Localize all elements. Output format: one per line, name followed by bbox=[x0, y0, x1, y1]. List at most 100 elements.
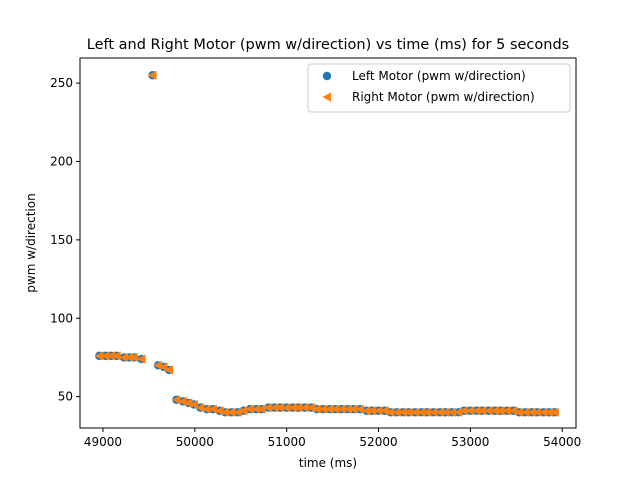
right-motor-point bbox=[300, 403, 309, 413]
x-tick-label: 53000 bbox=[451, 435, 489, 449]
right-motor-point bbox=[94, 351, 104, 361]
right-motor-point bbox=[178, 396, 187, 406]
right-motor-point bbox=[527, 407, 536, 417]
right-motor-point bbox=[465, 406, 475, 416]
x-tick-label: 50000 bbox=[176, 435, 214, 449]
right-motor-point bbox=[385, 407, 395, 417]
right-motor-point bbox=[275, 403, 285, 413]
right-motor-point bbox=[404, 407, 413, 417]
right-motor-point bbox=[417, 407, 426, 417]
right-motor-point bbox=[171, 395, 181, 405]
data-points bbox=[94, 70, 560, 417]
right-motor-point bbox=[220, 407, 230, 417]
legend-marker bbox=[322, 71, 332, 81]
x-axis-ticks: 49000 50000 51000 52000 53000 54000 bbox=[84, 428, 581, 449]
right-motor-point bbox=[367, 406, 376, 416]
right-motor-point bbox=[294, 403, 303, 413]
right-motor-point bbox=[306, 403, 316, 413]
right-motor-point bbox=[539, 407, 548, 417]
plot-area-frame bbox=[79, 57, 577, 429]
right-motor-point bbox=[532, 407, 542, 417]
right-motor-point bbox=[312, 404, 321, 414]
right-motor-point bbox=[410, 407, 420, 417]
y-tick-label: 250 bbox=[50, 76, 73, 90]
legend-entry-label: Right Motor (pwm w/direction) bbox=[352, 90, 535, 104]
right-motor-point bbox=[355, 404, 365, 414]
legend-entry-label: Left Motor (pwm w/direction) bbox=[352, 69, 526, 83]
right-motor-point bbox=[158, 362, 168, 372]
right-motor-point bbox=[514, 407, 523, 417]
right-motor-point bbox=[520, 407, 530, 417]
legend: Left Motor (pwm w/direction) Right Motor … bbox=[307, 63, 571, 113]
y-tick-label: 150 bbox=[50, 233, 73, 247]
right-motor-point bbox=[325, 404, 334, 414]
right-motor-point bbox=[183, 398, 193, 408]
right-motor-point bbox=[318, 404, 328, 414]
series-right-motor bbox=[94, 70, 559, 417]
right-motor-point bbox=[208, 404, 218, 414]
right-motor-point bbox=[112, 351, 121, 361]
x-tick-label: 51000 bbox=[268, 435, 306, 449]
right-motor-point bbox=[380, 406, 389, 416]
right-motor-point bbox=[502, 406, 512, 416]
right-motor-point bbox=[270, 403, 279, 413]
right-motor-point bbox=[544, 407, 554, 417]
right-motor-point bbox=[263, 403, 273, 413]
right-motor-point bbox=[233, 407, 242, 417]
legend-marker bbox=[322, 92, 331, 102]
right-motor-point bbox=[101, 351, 110, 361]
right-motor-point bbox=[490, 406, 500, 416]
right-motor-point bbox=[429, 407, 438, 417]
right-motor-point bbox=[361, 406, 371, 416]
right-motor-point bbox=[343, 404, 353, 414]
right-motor-point bbox=[238, 406, 248, 416]
right-motor-point bbox=[119, 352, 128, 363]
right-motor-point bbox=[472, 406, 481, 416]
right-motor-point bbox=[164, 365, 174, 375]
right-motor-point bbox=[337, 404, 346, 414]
right-motor-point bbox=[215, 406, 224, 416]
right-motor-point bbox=[373, 406, 383, 416]
right-motor-point bbox=[226, 407, 236, 417]
right-motor-point bbox=[435, 407, 444, 417]
y-axis-ticks: 50 100 150 200 250 bbox=[50, 76, 80, 404]
right-motor-point bbox=[189, 399, 198, 410]
right-motor-point bbox=[422, 407, 432, 417]
y-tick-label: 200 bbox=[50, 154, 73, 168]
right-motor-point bbox=[398, 407, 408, 417]
x-axis-label: time (ms) bbox=[299, 456, 357, 470]
right-motor-point bbox=[245, 404, 254, 414]
right-motor-point bbox=[447, 407, 456, 417]
right-motor-point bbox=[392, 407, 401, 417]
right-motor-point bbox=[125, 352, 134, 363]
right-motor-point bbox=[202, 404, 211, 414]
y-tick-label: 100 bbox=[50, 311, 73, 325]
right-motor-point bbox=[257, 404, 266, 414]
right-motor-point bbox=[349, 404, 358, 414]
legend-box bbox=[307, 63, 571, 113]
right-motor-point bbox=[136, 354, 146, 364]
right-motor-point bbox=[129, 352, 139, 363]
right-motor-point bbox=[459, 406, 468, 416]
right-motor-point bbox=[440, 407, 450, 417]
x-tick-label: 49000 bbox=[84, 435, 122, 449]
right-motor-point bbox=[550, 407, 559, 417]
right-motor-point bbox=[508, 406, 518, 416]
right-motor-point bbox=[330, 404, 340, 414]
right-motor-point bbox=[453, 407, 463, 417]
right-motor-point bbox=[153, 360, 162, 370]
y-tick-label: 50 bbox=[58, 390, 73, 404]
x-tick-label: 54000 bbox=[543, 435, 581, 449]
right-motor-point bbox=[496, 406, 505, 416]
right-motor-point bbox=[251, 404, 261, 414]
right-motor-point bbox=[195, 403, 205, 413]
x-tick-label: 52000 bbox=[359, 435, 397, 449]
right-motor-point bbox=[288, 403, 298, 413]
right-motor-point bbox=[282, 403, 291, 413]
right-motor-point bbox=[147, 70, 157, 80]
right-motor-point bbox=[477, 406, 487, 416]
right-motor-point bbox=[484, 406, 493, 416]
y-axis-label: pwm w/direction bbox=[24, 193, 38, 292]
right-motor-point bbox=[106, 351, 116, 361]
